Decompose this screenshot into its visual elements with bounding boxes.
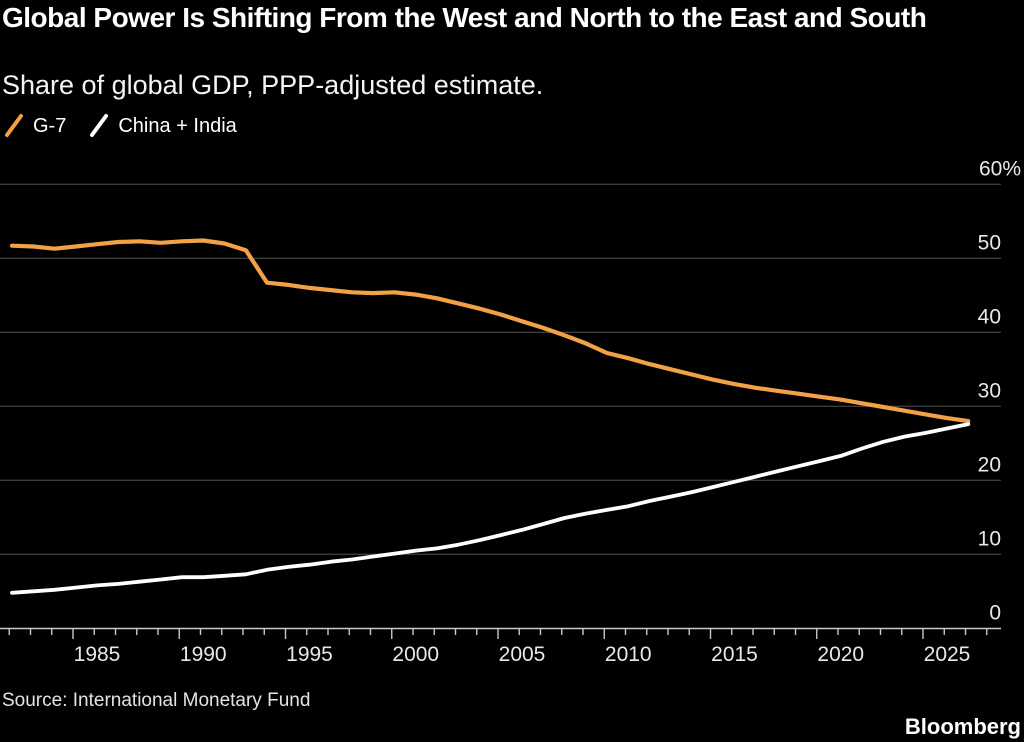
x-axis-label: 2010 bbox=[605, 643, 652, 666]
chart-legend: G-7 China + India bbox=[3, 113, 259, 139]
y-axis-label: 20 bbox=[978, 453, 1001, 476]
g7-line-swatch-icon bbox=[5, 114, 23, 137]
x-axis-label: 2000 bbox=[392, 643, 439, 666]
series-line-china-india bbox=[10, 422, 971, 595]
series-line-g7 bbox=[9, 238, 971, 424]
china-india-line-swatch-icon bbox=[90, 114, 109, 137]
y-axis-label: 40 bbox=[978, 305, 1001, 328]
x-axis-label: 2005 bbox=[499, 643, 546, 666]
bloomberg-logo: Bloomberg bbox=[904, 714, 1021, 739]
y-axis-label: 10 bbox=[978, 527, 1001, 550]
x-axis-label: 2025 bbox=[924, 643, 971, 666]
legend-item-china-india: China + India bbox=[88, 113, 237, 139]
y-axis-label: 60% bbox=[979, 157, 1021, 180]
chart-title: Global Power Is Shifting From the West a… bbox=[2, 2, 927, 33]
y-axis-label: 50 bbox=[978, 231, 1001, 254]
legend-label-china-india: China + India bbox=[118, 114, 237, 137]
x-axis-label: 1985 bbox=[74, 643, 121, 666]
y-axis-label: 30 bbox=[978, 379, 1001, 402]
chart-subtitle: Share of global GDP, PPP-adjusted estima… bbox=[2, 70, 544, 100]
legend-label-g7: G-7 bbox=[33, 114, 67, 137]
x-axis-label: 1990 bbox=[180, 643, 227, 666]
x-axis-label: 2015 bbox=[711, 643, 758, 666]
y-axis-label: 0 bbox=[989, 601, 1001, 624]
source-note: Source: International Monetary Fund bbox=[2, 690, 311, 711]
x-axis-label: 1995 bbox=[286, 643, 333, 666]
legend-item-g7: G-7 bbox=[3, 113, 66, 139]
x-axis-label: 2020 bbox=[817, 643, 864, 666]
